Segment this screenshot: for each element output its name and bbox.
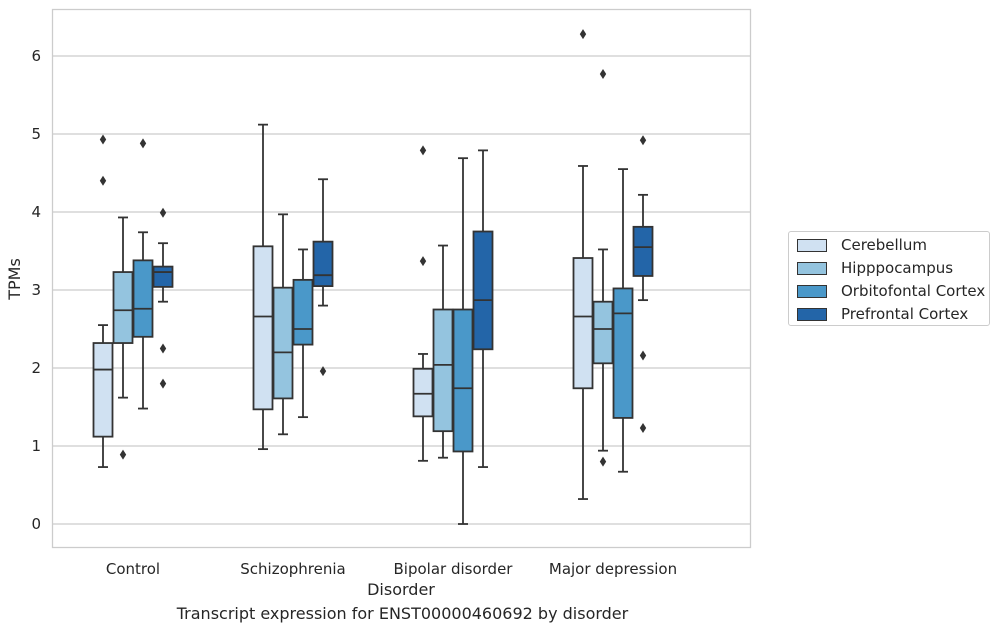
- y-tick-label: 5: [31, 125, 41, 143]
- outlier-point: [159, 343, 167, 354]
- legend-item: Orbitofontal Cortex: [797, 281, 985, 301]
- box-group: [412, 145, 434, 462]
- chart-caption: Transcript expression for ENST0000046069…: [176, 604, 629, 623]
- box: [472, 230, 494, 351]
- box: [112, 271, 134, 344]
- legend-swatch: [797, 284, 827, 298]
- y-tick-label: 6: [31, 47, 41, 65]
- box: [632, 225, 654, 277]
- box-group: [312, 178, 334, 377]
- outlier-point: [639, 350, 647, 361]
- legend-swatch: [797, 238, 827, 252]
- box-group: [432, 244, 454, 459]
- box-group: [452, 157, 474, 525]
- box: [272, 286, 294, 400]
- legend-label: Prefrontal Cortex: [841, 305, 969, 323]
- legend-label: Orbitofontal Cortex: [841, 282, 986, 300]
- box: [152, 265, 174, 288]
- box: [292, 278, 314, 346]
- x-axis-label: Disorder: [367, 580, 435, 599]
- x-tick-label: Control: [106, 560, 160, 578]
- box: [412, 367, 434, 418]
- box: [452, 308, 474, 453]
- legend: Cerebellum Hipppocampus Orbitofontal Corte…: [788, 231, 990, 326]
- box: [92, 342, 114, 438]
- box-group: [572, 29, 594, 500]
- outlier-point: [419, 145, 427, 156]
- box: [132, 259, 154, 338]
- box-group: [632, 135, 654, 434]
- outlier-point: [159, 207, 167, 218]
- legend-label: Hipppocampus: [841, 259, 954, 277]
- box: [312, 240, 334, 287]
- outlier-point: [99, 134, 107, 145]
- legend-item: Prefrontal Cortex: [797, 304, 968, 324]
- outlier-point: [599, 68, 607, 79]
- y-tick-label: 0: [31, 515, 41, 533]
- box-group: [132, 138, 154, 410]
- box: [432, 308, 454, 433]
- gridlines: [52, 55, 751, 525]
- box-group: [612, 168, 634, 473]
- box: [592, 300, 614, 365]
- x-tick-label: Bipolar disorder: [394, 560, 514, 578]
- legend-swatch: [797, 261, 827, 275]
- y-tick-label: 3: [31, 281, 41, 299]
- tick-labels: 0 1 2 3 4 5 6 Control Schizophrenia Bipolar disor…: [31, 47, 677, 578]
- box-group: [292, 248, 314, 419]
- box: [252, 245, 274, 411]
- y-axis-label: TPMs: [5, 258, 24, 301]
- legend-item: Cerebellum: [797, 235, 927, 255]
- legend-swatch: [797, 307, 827, 321]
- x-tick-label: Schizophrenia: [240, 560, 345, 578]
- y-tick-label: 1: [31, 437, 41, 455]
- box-group: [252, 123, 274, 451]
- outlier-point: [119, 449, 127, 460]
- legend-item: Hipppocampus: [797, 258, 953, 278]
- box-group: [272, 213, 294, 436]
- outlier-point: [639, 135, 647, 146]
- outlier-point: [319, 366, 327, 377]
- outlier-point: [639, 423, 647, 434]
- box-group: [92, 134, 114, 468]
- outlier-point: [419, 256, 427, 267]
- box: [572, 257, 594, 390]
- x-tick-label: Major depression: [549, 560, 677, 578]
- outlier-point: [599, 456, 607, 467]
- box: [612, 287, 634, 419]
- box-group: [592, 68, 614, 467]
- y-tick-label: 4: [31, 203, 41, 221]
- outlier-point: [99, 175, 107, 186]
- box-group: [152, 207, 174, 389]
- outlier-point: [159, 378, 167, 389]
- outlier-point: [579, 29, 587, 40]
- boxes: [92, 29, 654, 525]
- y-tick-label: 2: [31, 359, 41, 377]
- outlier-point: [139, 138, 147, 149]
- legend-label: Cerebellum: [841, 236, 927, 254]
- box-group: [472, 149, 494, 468]
- box-group: [112, 216, 134, 460]
